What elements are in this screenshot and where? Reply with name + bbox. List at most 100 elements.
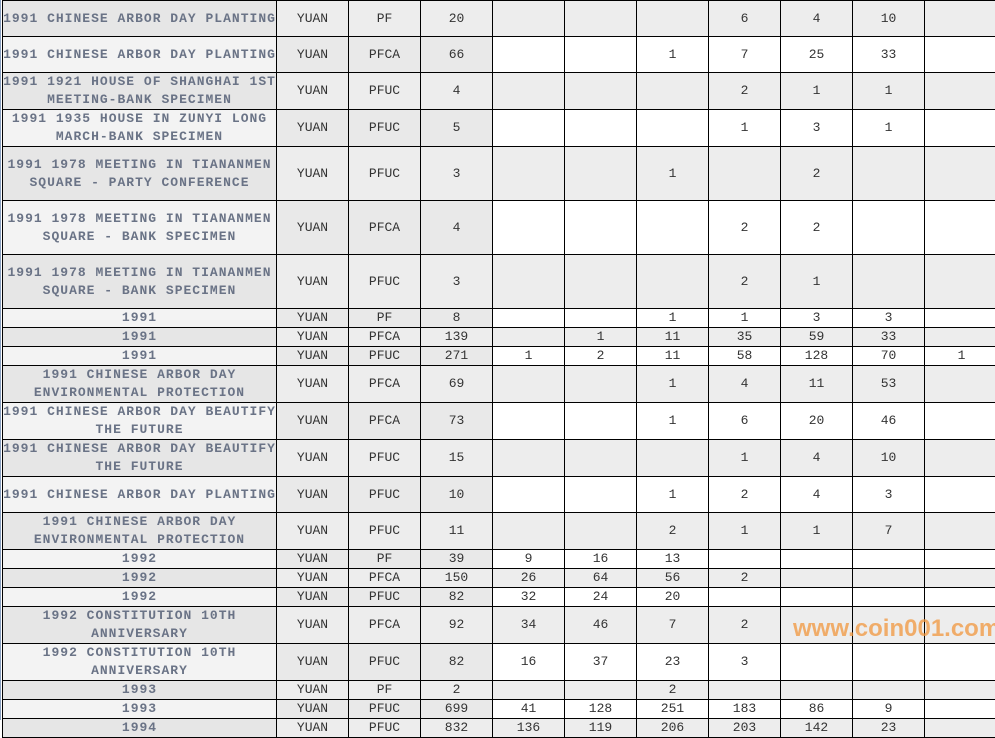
count-cell: 1 [637,477,709,513]
table-row: 1991 CHINESE ARBOR DAY ENVIRONMENTAL PRO… [3,513,995,550]
count-cell: 1 [781,73,853,110]
grade-cell: PFCA [349,607,421,644]
unit-cell: YUAN [277,700,349,719]
count-cell [853,588,925,607]
total-cell: 150 [421,569,493,588]
description-cell: 1991 1978 MEETING IN TIANANMEN SQUARE - … [3,255,277,309]
count-cell [781,681,853,700]
count-cell: 1 [781,255,853,309]
grade-cell: PF [349,1,421,37]
count-cell: 16 [493,644,565,681]
count-cell: 20 [637,588,709,607]
grade-cell: PFUC [349,147,421,201]
grade-cell: PFUC [349,110,421,147]
count-cell [565,366,637,403]
count-cell [781,644,853,681]
count-cell: 6 [709,1,781,37]
table-row: 1991 CHINESE ARBOR DAY BEAUTIFY THE FUTU… [3,440,995,477]
count-cell: 1 [709,309,781,328]
count-cell: 2 [709,201,781,255]
count-cell [925,73,995,110]
description-cell: 1991 [3,309,277,328]
count-cell: 3 [781,309,853,328]
description-cell: 1991 CHINESE ARBOR DAY BEAUTIFY THE FUTU… [3,440,277,477]
count-cell: 119 [565,719,637,738]
count-cell [493,477,565,513]
unit-cell: YUAN [277,366,349,403]
count-cell: 2 [709,255,781,309]
count-cell [493,403,565,440]
count-cell [925,201,995,255]
grade-cell: PFUC [349,588,421,607]
grade-cell: PFUC [349,513,421,550]
unit-cell: YUAN [277,110,349,147]
count-cell: 9 [493,550,565,569]
count-cell: 1 [853,73,925,110]
count-cell [853,681,925,700]
count-cell: 2 [709,477,781,513]
count-cell [925,309,995,328]
unit-cell: YUAN [277,328,349,347]
count-cell [565,309,637,328]
count-cell [637,255,709,309]
table-row: 1991 1978 MEETING IN TIANANMEN SQUARE - … [3,255,995,309]
unit-cell: YUAN [277,550,349,569]
count-cell [925,110,995,147]
count-cell [565,73,637,110]
count-cell: 4 [709,366,781,403]
grade-cell: PFUC [349,255,421,309]
count-cell: 3 [781,110,853,147]
count-cell: 11 [637,328,709,347]
count-cell [925,513,995,550]
count-cell: 1 [637,309,709,328]
count-cell [565,255,637,309]
count-cell: 1 [565,328,637,347]
unit-cell: YUAN [277,440,349,477]
count-cell [853,201,925,255]
count-cell [637,73,709,110]
unit-cell: YUAN [277,644,349,681]
count-cell: 2 [709,607,781,644]
count-cell [565,440,637,477]
count-cell: 26 [493,569,565,588]
count-cell: 2 [709,73,781,110]
unit-cell: YUAN [277,588,349,607]
count-cell: 183 [709,700,781,719]
count-cell: 3 [709,644,781,681]
total-cell: 3 [421,255,493,309]
count-cell [925,644,995,681]
grade-cell: PFUC [349,347,421,366]
count-cell [709,550,781,569]
count-cell: 25 [781,37,853,73]
count-cell: 1 [709,440,781,477]
count-cell: 70 [853,347,925,366]
table-row: 1991 1935 HOUSE IN ZUNYI LONG MARCH-BANK… [3,110,995,147]
unit-cell: YUAN [277,477,349,513]
count-cell: 251 [637,700,709,719]
count-cell: 10 [853,1,925,37]
count-cell [565,201,637,255]
description-cell: 1991 CHINESE ARBOR DAY ENVIRONMENTAL PRO… [3,366,277,403]
total-cell: 20 [421,1,493,37]
count-cell: 7 [709,37,781,73]
count-cell [925,569,995,588]
count-cell [925,328,995,347]
total-cell: 92 [421,607,493,644]
count-cell [637,201,709,255]
description-cell: 1992 [3,569,277,588]
description-cell: 1991 CHINESE ARBOR DAY BEAUTIFY THE FUTU… [3,403,277,440]
description-cell: 1991 CHINESE ARBOR DAY PLANTING [3,37,277,73]
count-cell [925,607,995,644]
description-cell: 1994 [3,719,277,738]
count-cell: 4 [781,477,853,513]
count-cell: 128 [565,700,637,719]
count-cell [853,607,925,644]
count-cell: 2 [781,201,853,255]
count-cell [493,366,565,403]
description-cell: 1992 CONSTITUTION 10TH ANNIVERSARY [3,607,277,644]
count-cell [853,147,925,201]
